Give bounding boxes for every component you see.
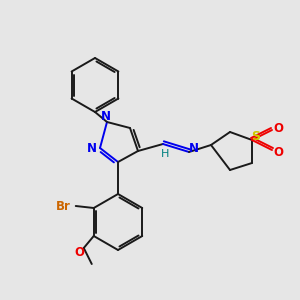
Text: H: H [161, 149, 169, 159]
Text: O: O [273, 122, 283, 134]
Text: Br: Br [56, 200, 71, 212]
Text: N: N [189, 142, 199, 154]
Text: O: O [75, 247, 85, 260]
Text: O: O [273, 146, 283, 158]
Text: N: N [87, 142, 97, 154]
Text: S: S [251, 130, 260, 143]
Text: N: N [101, 110, 111, 124]
